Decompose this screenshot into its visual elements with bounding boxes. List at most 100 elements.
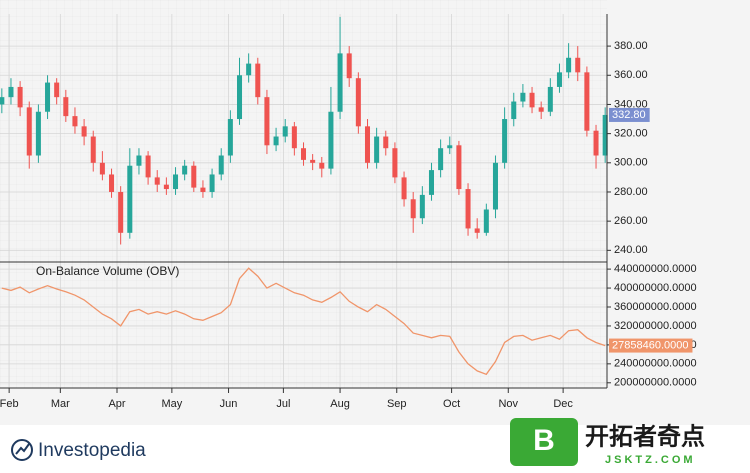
x-tick-label: Sep <box>387 398 407 410</box>
candle-body <box>401 177 407 200</box>
candle-body <box>0 97 5 105</box>
candle-body <box>273 136 279 146</box>
candle-body <box>456 145 462 190</box>
x-tick-label: Jun <box>220 398 238 410</box>
candle-body <box>26 107 32 156</box>
logo-icon-line <box>15 443 30 455</box>
x-tick-label: Nov <box>498 398 518 410</box>
candle-body <box>602 114 608 156</box>
candle-body <box>154 177 160 185</box>
y-tick-label: 360000000.0000 <box>614 301 697 313</box>
obv-title: On-Balance Volume (OBV) <box>36 264 179 278</box>
candle-body <box>127 165 133 233</box>
x-tick-label: Apr <box>108 398 125 410</box>
candle-body <box>547 86 553 112</box>
candle-body <box>511 101 517 120</box>
y-tick-label: 320.00 <box>614 128 648 140</box>
candle-body <box>300 148 307 160</box>
candle-body <box>438 148 444 171</box>
candle-body <box>8 86 14 98</box>
candle-body <box>45 82 51 112</box>
candle-body <box>72 116 78 127</box>
candle-body <box>502 119 508 163</box>
x-tick-label: Jul <box>276 398 290 410</box>
y-tick-label: 340.00 <box>614 98 648 110</box>
candle-body <box>355 78 361 127</box>
y-tick-label: 240000000.0000 <box>614 358 697 370</box>
candle-body <box>236 75 243 120</box>
candle-body <box>264 97 270 146</box>
candle-body <box>364 126 371 163</box>
candle-body <box>584 72 590 131</box>
candle-body <box>383 136 389 149</box>
candle-body <box>556 72 562 87</box>
candle-body <box>17 86 23 108</box>
marks-layer <box>0 16 608 376</box>
candle-body <box>99 162 105 175</box>
x-tick-label: Aug <box>330 398 350 410</box>
candle-body <box>118 191 124 233</box>
logo-icon <box>11 439 33 461</box>
x-tick-label: Feb <box>0 398 19 410</box>
obv-line <box>1 267 606 376</box>
brand-logo: Investopedia <box>11 439 146 461</box>
candle-body <box>282 126 288 137</box>
candle-body <box>593 130 599 156</box>
watermark: B 开拓者奇点 JSKTZ.COM <box>510 418 705 466</box>
y-tick-label: 260.00 <box>614 215 648 227</box>
candle-body <box>492 162 498 210</box>
candle-body <box>227 119 233 156</box>
x-tick-label: Mar <box>51 398 70 410</box>
y-tick-label: 360.00 <box>614 69 648 81</box>
y-tick-label: 240.00 <box>614 244 648 256</box>
last-value-badge: 332.80 <box>609 107 650 122</box>
candle-body <box>410 199 416 219</box>
candle-body <box>163 184 169 190</box>
candle-body <box>291 126 297 149</box>
candle-body <box>191 165 197 188</box>
last-value-box <box>609 107 650 122</box>
candle-body <box>218 155 224 175</box>
candle-body <box>90 136 96 163</box>
candle-body <box>538 107 544 112</box>
candle-body <box>200 187 206 192</box>
candle-body <box>319 162 325 169</box>
y-tick-label: 320000000.0000 <box>614 320 697 332</box>
y-tick-label: 300.00 <box>614 157 648 169</box>
candle-body <box>520 92 526 102</box>
x-tick-label: May <box>161 398 182 410</box>
last-value-badge: 27858460.0000 <box>609 338 693 353</box>
y-tick-label: 440000000.0000 <box>614 263 697 275</box>
candle-body <box>328 111 334 169</box>
last-value-box <box>609 338 693 353</box>
candle-body <box>474 228 480 233</box>
candle-body <box>54 82 60 98</box>
candle-body <box>246 63 252 76</box>
y-tick-label: 400000000.0000 <box>614 282 697 294</box>
candle-body <box>337 53 343 112</box>
candle-body <box>81 126 87 137</box>
candle-body <box>35 111 41 156</box>
brand-name: Investopedia <box>38 440 146 461</box>
fine-grid <box>0 0 607 388</box>
y-tick-label: 200000000.0000 <box>614 377 697 389</box>
candle-body <box>566 57 572 73</box>
candle-body <box>465 189 471 229</box>
candle-body <box>209 174 215 192</box>
candle-body <box>392 148 398 178</box>
watermark-icon-letter: B <box>533 424 555 457</box>
candle-body <box>483 209 489 233</box>
candle-body <box>310 159 316 163</box>
last-value-label: 332.80 <box>612 109 646 121</box>
grid-layer <box>0 14 607 388</box>
candle-body <box>529 92 535 108</box>
candle-body <box>374 136 380 163</box>
candle-body <box>575 57 581 73</box>
candle-body <box>173 174 179 190</box>
candle-body <box>136 155 142 166</box>
candle-body <box>447 145 453 149</box>
y-tick-label: 280.00 <box>614 186 648 198</box>
candle-body <box>428 170 434 195</box>
y-tick-label: 380.00 <box>614 40 648 52</box>
